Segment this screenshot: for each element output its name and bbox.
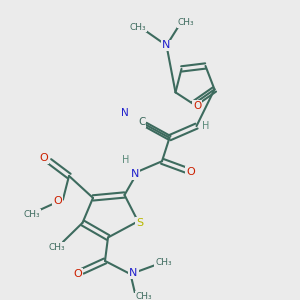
Text: CH₃: CH₃	[49, 243, 65, 252]
Text: S: S	[136, 218, 143, 228]
Text: N: N	[121, 108, 128, 118]
Text: CH₃: CH₃	[136, 292, 152, 300]
Text: CH₃: CH₃	[130, 23, 146, 32]
Text: H: H	[122, 155, 130, 165]
Text: N: N	[129, 268, 138, 278]
Text: N: N	[162, 40, 171, 50]
Text: C: C	[138, 117, 146, 127]
Text: H: H	[202, 121, 209, 131]
Text: O: O	[186, 167, 195, 176]
Text: CH₃: CH₃	[178, 18, 194, 27]
Text: CH₃: CH₃	[23, 209, 40, 218]
Text: O: O	[193, 100, 201, 110]
Text: O: O	[74, 269, 82, 279]
Text: CH₃: CH₃	[155, 258, 172, 267]
Text: O: O	[39, 153, 48, 163]
Text: O: O	[53, 196, 62, 206]
Text: N: N	[131, 169, 139, 179]
